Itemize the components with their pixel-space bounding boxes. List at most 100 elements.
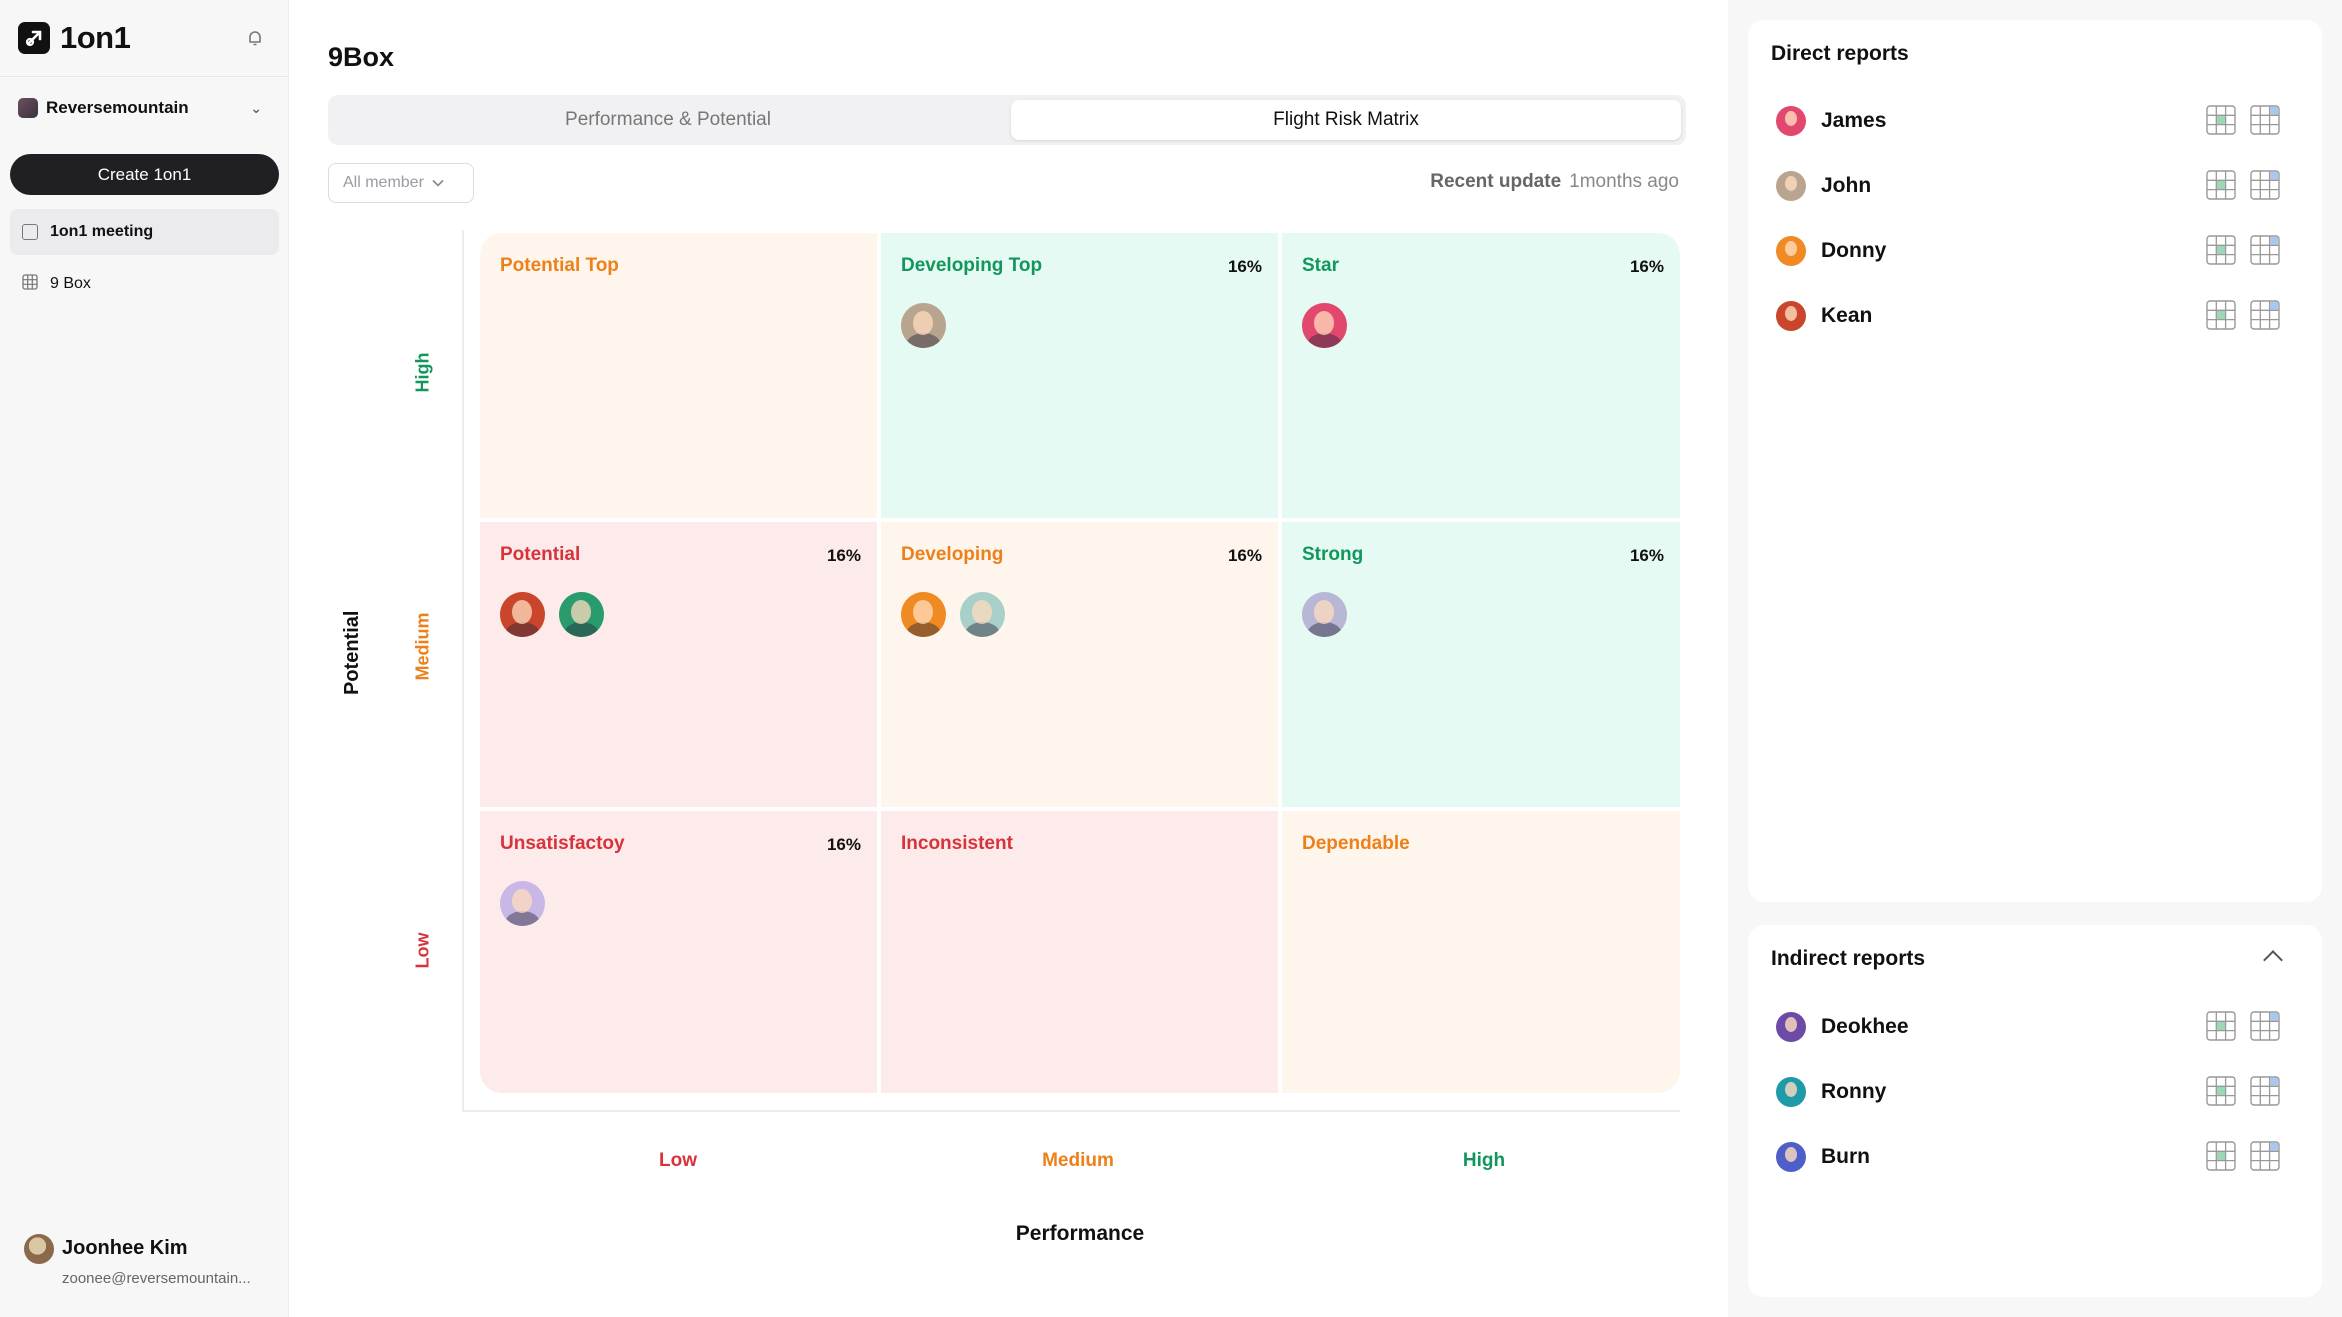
report-row[interactable]: Kean — [1776, 296, 2296, 336]
box-indicators — [2206, 105, 2280, 140]
flight-risk-grid-icon[interactable] — [2250, 170, 2280, 205]
report-name: Kean — [1821, 304, 1873, 327]
tab-bar: Performance & Potential Flight Risk Matr… — [328, 95, 1686, 145]
logo-icon — [18, 22, 50, 54]
bell-icon[interactable] — [245, 28, 265, 48]
performance-grid-icon[interactable] — [2206, 235, 2236, 270]
cell-title: Potential Top — [500, 255, 619, 276]
app-logo[interactable]: 1on1 — [18, 20, 131, 56]
avatar-list — [500, 881, 877, 926]
box-indicators — [2206, 300, 2280, 335]
create-1on1-button[interactable]: Create 1on1 — [10, 154, 279, 195]
avatar — [1776, 171, 1806, 201]
box-cell[interactable]: Potential 16% — [480, 522, 877, 807]
cell-percentage: 16% — [1629, 257, 1664, 276]
nav-item-9-box[interactable]: 9 Box — [10, 261, 279, 307]
avatar[interactable] — [1302, 592, 1347, 637]
nav-item-1on1-meeting[interactable]: 1on1 meeting — [10, 209, 279, 255]
avatar[interactable] — [1302, 303, 1347, 348]
report-name: James — [1821, 109, 1887, 132]
workspace-name: Reversemountain — [46, 98, 189, 117]
avatar — [1776, 106, 1806, 136]
cell-percentage: 16% — [1227, 546, 1262, 565]
box-cell[interactable]: Strong 16% — [1282, 522, 1680, 807]
y-axis-title: Potential — [341, 610, 363, 695]
report-row[interactable]: Deokhee — [1776, 1007, 2296, 1047]
divider — [0, 76, 289, 77]
performance-grid-icon[interactable] — [2206, 170, 2236, 205]
chevron-down-icon: ⌄ — [250, 100, 262, 116]
box-indicators — [2206, 235, 2280, 270]
flight-risk-grid-icon[interactable] — [2250, 235, 2280, 270]
nav-item-label: 1on1 meeting — [50, 223, 154, 240]
flight-risk-grid-icon[interactable] — [2250, 1141, 2280, 1176]
tab-performance-potential[interactable]: Performance & Potential — [565, 109, 771, 130]
box-cell[interactable]: Star 16% — [1282, 233, 1680, 518]
box-cell[interactable]: Dependable — [1282, 811, 1680, 1093]
avatar-list — [500, 592, 877, 637]
avatar — [1776, 236, 1806, 266]
report-row[interactable]: Burn — [1776, 1137, 2296, 1177]
filter-label: All member — [343, 174, 424, 191]
cell-percentage: 16% — [1629, 546, 1664, 565]
recent-update-label: Recent update — [1430, 171, 1562, 192]
avatar[interactable] — [500, 592, 545, 637]
flight-risk-grid-icon[interactable] — [2250, 1011, 2280, 1046]
avatar-list — [901, 303, 1278, 348]
cell-title: Dependable — [1302, 833, 1410, 854]
workspace-switcher[interactable]: Reversemountain ⌄ — [18, 98, 270, 118]
box-cell[interactable]: Developing Top 16% — [881, 233, 1278, 518]
box-indicators — [2206, 170, 2280, 205]
row-label-medium: Medium — [412, 612, 433, 681]
report-row[interactable]: Ronny — [1776, 1072, 2296, 1112]
flight-risk-grid-icon[interactable] — [2250, 300, 2280, 335]
box-indicators — [2206, 1141, 2280, 1176]
indirect-reports-panel: Indirect reports Deokhee Ronny Burn — [1748, 925, 2322, 1297]
direct-reports-panel: Direct reports James John Donny Kean — [1748, 20, 2322, 902]
grid-icon — [22, 273, 38, 295]
performance-grid-icon[interactable] — [2206, 1076, 2236, 1111]
avatar-list — [1302, 592, 1680, 637]
nine-box-grid: Potential Top Developing Top 16% Star 16% Pot… — [480, 233, 1680, 1093]
avatar — [1776, 1142, 1806, 1172]
report-name: Deokhee — [1821, 1015, 1909, 1038]
x-axis-title: Performance — [1015, 1222, 1145, 1245]
chevron-up-icon[interactable] — [2263, 950, 2283, 970]
flight-risk-grid-icon[interactable] — [2250, 1076, 2280, 1111]
app-name: 1on1 — [60, 20, 131, 55]
box-cell[interactable]: Unsatisfactoy 16% — [480, 811, 877, 1093]
user-email: zoonee@reversemountain... — [62, 1270, 251, 1287]
cell-title: Developing Top — [901, 255, 1043, 276]
avatar[interactable] — [500, 881, 545, 926]
cell-title: Unsatisfactoy — [500, 833, 625, 854]
cell-title: Star — [1302, 255, 1339, 276]
cell-title: Strong — [1302, 544, 1364, 565]
member-filter-select[interactable]: All member — [328, 163, 474, 203]
report-row[interactable]: James — [1776, 101, 2296, 141]
avatar[interactable] — [901, 592, 946, 637]
performance-grid-icon[interactable] — [2206, 105, 2236, 140]
box-cell[interactable]: Potential Top — [480, 233, 877, 518]
avatar[interactable] — [559, 592, 604, 637]
avatar — [1776, 1012, 1806, 1042]
performance-grid-icon[interactable] — [2206, 1141, 2236, 1176]
avatar — [1776, 1077, 1806, 1107]
row-label-high: High — [412, 352, 433, 393]
cell-title: Developing — [901, 544, 1004, 565]
col-label-low: Low — [659, 1150, 697, 1171]
report-row[interactable]: Donny — [1776, 231, 2296, 271]
tab-flight-risk-matrix[interactable]: Flight Risk Matrix — [1011, 100, 1681, 140]
box-cell[interactable]: Inconsistent — [881, 811, 1278, 1093]
cell-title: Inconsistent — [901, 833, 1013, 854]
performance-grid-icon[interactable] — [2206, 300, 2236, 335]
flight-risk-grid-icon[interactable] — [2250, 105, 2280, 140]
box-cell[interactable]: Developing 16% — [881, 522, 1278, 807]
performance-grid-icon[interactable] — [2206, 1011, 2236, 1046]
avatar[interactable] — [960, 592, 1005, 637]
avatar[interactable] — [901, 303, 946, 348]
chevron-down-icon — [432, 174, 444, 192]
report-row[interactable]: John — [1776, 166, 2296, 206]
cell-percentage: 16% — [826, 835, 861, 854]
report-name: Ronny — [1821, 1080, 1887, 1103]
avatar-list — [901, 592, 1278, 637]
